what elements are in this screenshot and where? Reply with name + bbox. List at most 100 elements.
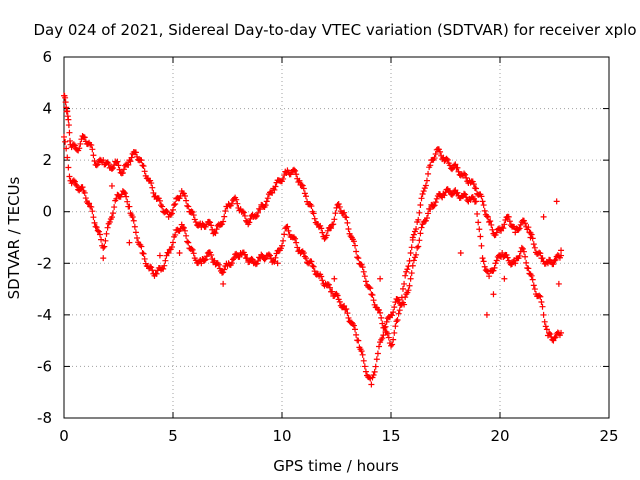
data-point: [70, 177, 77, 184]
data-point: [555, 280, 562, 287]
data-point: [202, 256, 209, 263]
y-tick-label: -2: [37, 254, 52, 272]
data-point: [384, 330, 391, 337]
data-point: [249, 256, 256, 263]
data-point: [170, 239, 176, 246]
data-point: [148, 180, 155, 187]
data-point: [479, 198, 486, 205]
data-point: [310, 263, 317, 270]
data-point: [444, 156, 451, 163]
data-point: [208, 252, 215, 259]
data-point: [284, 223, 291, 230]
data-point: [229, 256, 236, 263]
data-point: [350, 322, 357, 329]
data-point: [100, 244, 107, 251]
y-tick-label: 6: [42, 48, 52, 66]
data-point: [342, 306, 349, 313]
axis-ticks: 0 5 10 15 20 25 -8 -6 -4 -2 0 2 4 6: [37, 48, 619, 445]
data-point: [355, 255, 362, 262]
data-point: [207, 219, 214, 226]
data-point: [552, 334, 559, 341]
data-point: [122, 190, 129, 197]
data-point: [407, 275, 414, 282]
data-point: [170, 206, 176, 213]
data-point: [490, 267, 497, 274]
data-point: [243, 217, 250, 224]
data-point: [134, 153, 141, 160]
data-point: [160, 265, 167, 272]
data-point: [98, 236, 105, 243]
y-tick-label: -8: [37, 409, 52, 427]
data-point: [159, 203, 166, 210]
data-point: [405, 287, 412, 294]
data-point: [362, 278, 369, 285]
plot-border: [63, 56, 610, 419]
y-tick-label: -6: [37, 357, 52, 375]
data-point: [181, 227, 188, 234]
data-point: [544, 260, 551, 267]
data-point: [528, 272, 535, 279]
data-point: [433, 195, 440, 202]
data-point: [512, 229, 519, 236]
data-point: [253, 212, 260, 219]
y-tick-label: 2: [42, 151, 52, 169]
data-point: [537, 250, 544, 257]
data-point: [392, 323, 399, 330]
data-point: [485, 214, 492, 221]
data-point: [308, 258, 315, 265]
data-point: [203, 253, 210, 260]
data-point: [502, 217, 509, 224]
data-point: [130, 217, 137, 224]
x-tick-label: 25: [599, 427, 618, 445]
data-point: [323, 232, 330, 239]
data-point: [185, 203, 192, 210]
data-point: [62, 99, 69, 106]
data-point: [539, 255, 546, 262]
data-point: [140, 163, 147, 170]
y-tick-label: 4: [42, 100, 52, 118]
data-point: [240, 209, 247, 216]
x-axis-label: GPS time / hours: [273, 457, 399, 475]
data-point: [267, 252, 274, 259]
data-point: [361, 273, 368, 280]
data-point: [335, 200, 342, 207]
data-point: [185, 239, 192, 246]
data-point: [481, 263, 488, 270]
data-point: [81, 134, 88, 141]
data-point: [418, 195, 425, 202]
data-point: [183, 197, 190, 204]
data-point: [114, 158, 121, 165]
data-point: [213, 226, 220, 233]
data-point: [368, 291, 375, 298]
data-point: [522, 253, 529, 260]
data-point: [341, 302, 348, 309]
data-point: [396, 307, 403, 314]
data-point: [285, 227, 292, 234]
data-point: [162, 257, 169, 264]
data-point: [172, 200, 179, 207]
data-point: [483, 213, 490, 220]
data-point: [476, 226, 483, 233]
data-point: [241, 251, 248, 258]
data-point: [362, 368, 369, 375]
data-point: [273, 250, 280, 257]
data-point: [344, 219, 351, 226]
data-point: [131, 223, 138, 230]
data-point: [331, 275, 338, 282]
data-point: [302, 193, 309, 200]
data-point: [89, 146, 96, 153]
data-point: [148, 264, 155, 271]
data-point: [550, 261, 557, 268]
data-point: [531, 286, 538, 293]
data-point: [374, 350, 381, 357]
data-point: [76, 145, 83, 152]
data-point: [189, 209, 196, 216]
data-point: [345, 226, 352, 233]
data-point: [407, 249, 414, 256]
data-point: [100, 255, 107, 262]
data-point: [66, 129, 73, 136]
data-point: [132, 149, 139, 156]
data-point: [309, 262, 316, 269]
data-point: [325, 281, 332, 288]
data-point: [410, 257, 417, 264]
